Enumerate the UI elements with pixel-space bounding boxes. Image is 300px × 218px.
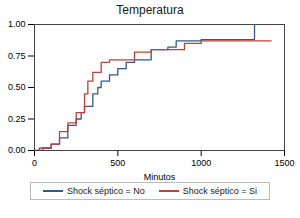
svg-text:0.50: 0.50 <box>8 82 26 92</box>
svg-text:0.75: 0.75 <box>8 51 26 61</box>
svg-text:0: 0 <box>32 158 37 168</box>
svg-text:Minutos: Minutos <box>144 172 176 182</box>
html-text:Shock séptico = No: Shock séptico = No <box>67 186 145 196</box>
svg-text:0.00: 0.00 <box>8 145 26 155</box>
svg-text:1000: 1000 <box>191 158 211 168</box>
html-text:Shock séptico = Si: Shock séptico = Si <box>182 186 257 196</box>
svg-text:500: 500 <box>110 158 125 168</box>
html-text:Temperatura: Temperatura <box>116 3 184 17</box>
svg-text:1500: 1500 <box>274 158 294 168</box>
svg-text:0.25: 0.25 <box>8 114 26 124</box>
svg-text:1.00: 1.00 <box>8 19 26 29</box>
